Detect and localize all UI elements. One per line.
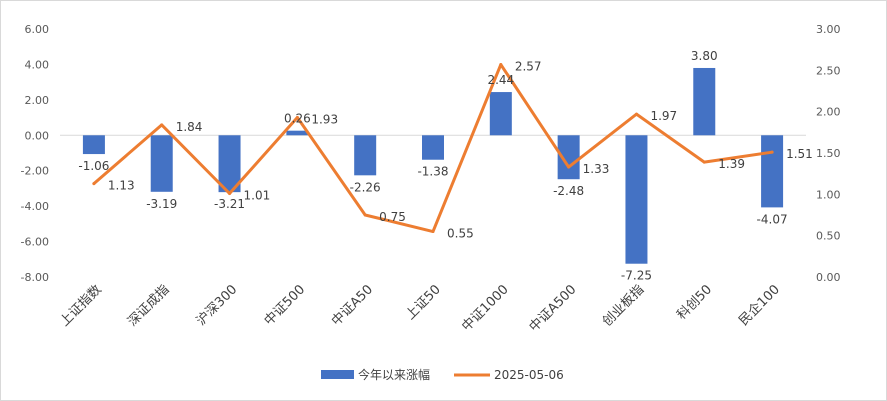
bar-data-label: -1.06 (78, 159, 109, 173)
left-axis-tick-label: -8.00 (21, 271, 49, 284)
category-label: 深证成指 (125, 282, 172, 329)
category-label: 民企100 (736, 282, 783, 329)
right-axis-tick-label: 3.00 (816, 23, 841, 36)
left-axis-tick-label: 2.00 (25, 94, 50, 107)
category-label: 中证A500 (527, 282, 580, 335)
line-data-label: 2.57 (515, 60, 542, 74)
axes-group: -8.00 -6.00 -4.00 -2.00 0.00 2.00 4.00 6.00 0.00… (21, 23, 841, 284)
left-axis-tick-label: -4.00 (21, 200, 49, 213)
category-label: 科创50 (674, 282, 715, 323)
category-label: 中证A50 (329, 282, 376, 329)
line-point-1 (92, 182, 96, 186)
bars-group (82, 67, 784, 264)
bar-data-label: -2.26 (350, 180, 381, 194)
legend: 今年以来涨幅 2025-05-06 (321, 367, 564, 382)
bar-10 (693, 67, 716, 136)
bar-8 (557, 135, 580, 180)
bar-5 (354, 135, 377, 176)
line-data-label: 1.93 (311, 112, 338, 126)
right-axis-tick-label: 2.50 (816, 64, 841, 77)
bar-data-label: -7.25 (621, 269, 652, 283)
left-axis-tick-label: 4.00 (25, 58, 50, 71)
line-data-label: 1.01 (244, 189, 271, 203)
line-data-label: 1.13 (108, 179, 135, 193)
category-label: 上证指数 (57, 282, 104, 329)
bar-data-label: -2.48 (553, 184, 584, 198)
line-point-5 (363, 213, 367, 217)
line-point-3 (228, 192, 232, 196)
bar-1 (82, 135, 105, 155)
legend-label-bar: 今年以来涨幅 (358, 367, 430, 382)
left-axis-tick-label: 0.00 (25, 129, 50, 142)
left-axis-tick-label: -6.00 (21, 236, 49, 249)
left-axis-tick-label: 6.00 (25, 23, 50, 36)
line-point-9 (634, 112, 638, 116)
left-axis-tick-label: -2.00 (21, 165, 49, 178)
bar-9 (625, 135, 648, 264)
category-label: 中证500 (262, 282, 309, 329)
bar-data-label: 3.80 (691, 49, 718, 63)
bar-6 (422, 135, 444, 160)
line-data-label: 0.55 (447, 227, 474, 241)
bar-2 (150, 135, 173, 192)
category-label: 中证1000 (459, 282, 511, 334)
legend-swatch-bar (321, 370, 354, 379)
category-label: 上证50 (403, 282, 444, 323)
bar-data-label: -3.19 (146, 197, 177, 211)
right-axis-tick-label: 1.50 (816, 147, 841, 160)
bar-data-label: 2.44 (487, 73, 514, 87)
bar-data-label: 0.26 (284, 112, 311, 126)
category-label: 沪深300 (193, 282, 240, 329)
right-axis-tick-label: 0.50 (816, 230, 841, 243)
legend-label-line: 2025-05-06 (494, 368, 564, 382)
line-point-7 (499, 63, 503, 67)
line-data-label: 0.75 (379, 210, 406, 224)
category-label: 创业板指 (600, 282, 647, 329)
data-labels-group: -1.06 -3.19 -3.21 0.26 -2.26 -1.38 2.44 -2.48 -7… (78, 49, 812, 283)
line-data-label: 1.84 (176, 120, 203, 134)
line-data-label: 1.33 (583, 162, 610, 176)
right-axis-tick-label: 0.00 (816, 271, 841, 284)
bar-data-label: -1.38 (417, 165, 448, 179)
line-data-label: 1.97 (650, 109, 677, 123)
bar-11 (761, 135, 784, 208)
category-labels-group: 上证指数 深证成指 沪深300 中证500 中证A50 上证50 中证1000 中证A500 创… (57, 282, 783, 336)
bar-3 (218, 135, 241, 193)
line-point-10 (702, 160, 706, 164)
bar-data-label: -3.21 (214, 197, 245, 211)
right-axis-tick-label: 2.00 (816, 106, 841, 119)
line-point-11 (770, 150, 774, 154)
line-point-6 (431, 230, 435, 234)
line-data-label: 1.51 (786, 147, 813, 161)
bar-data-label: -4.07 (757, 212, 788, 226)
line-group (92, 63, 774, 234)
bar-7 (489, 92, 512, 136)
line-point-8 (567, 165, 571, 169)
line-point-2 (160, 123, 164, 127)
right-axis-tick-label: 1.00 (816, 188, 841, 201)
line-point-4 (295, 115, 299, 119)
bar-4 (286, 130, 309, 136)
line-data-label: 1.39 (718, 157, 745, 171)
